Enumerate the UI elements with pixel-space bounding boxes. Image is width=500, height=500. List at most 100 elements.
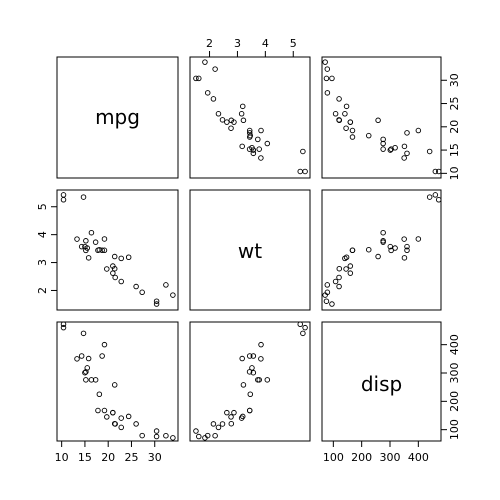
point-disp-vs-wt-10 bbox=[246, 407, 253, 414]
point-mpg-vs-wt-17 bbox=[212, 66, 218, 72]
point-disp-vs-mpg-18 bbox=[153, 433, 160, 440]
point-wt-vs-mpg-25 bbox=[139, 289, 145, 296]
point-disp-vs-mpg-22 bbox=[83, 369, 89, 375]
point-wt-vs-disp-18 bbox=[323, 298, 330, 304]
point-mpg-vs-wt-2 bbox=[215, 111, 222, 117]
point-mpg-vs-disp-2 bbox=[332, 111, 339, 117]
point-wt-vs-disp-20 bbox=[336, 274, 342, 281]
point-mpg-vs-wt-11 bbox=[264, 140, 271, 147]
point-wt-vs-disp-1 bbox=[347, 263, 354, 269]
point-disp-vs-mpg-14 bbox=[60, 321, 67, 328]
x-tick-label-disp-300: 300 bbox=[380, 451, 401, 464]
y-tick-label-mpg-20: 20 bbox=[448, 120, 461, 134]
point-mpg-vs-wt-28 bbox=[239, 143, 245, 150]
point-mpg-vs-disp-26 bbox=[336, 96, 342, 102]
point-mpg-vs-wt-27 bbox=[193, 75, 199, 82]
point-wt-vs-mpg-29 bbox=[104, 266, 110, 272]
panel-wt-vs-wt bbox=[189, 189, 311, 311]
point-disp-vs-mpg-8 bbox=[118, 415, 124, 421]
point-wt-vs-disp-29 bbox=[343, 266, 349, 272]
point-wt-vs-disp-23 bbox=[401, 236, 407, 242]
point-wt-vs-disp-15 bbox=[432, 192, 439, 198]
point-disp-vs-wt-1 bbox=[231, 409, 237, 416]
point-wt-vs-mpg-12 bbox=[92, 239, 99, 245]
point-wt-vs-disp-3 bbox=[375, 253, 381, 260]
point-disp-vs-wt-21 bbox=[249, 365, 255, 371]
y-tick-label-wt-2: 2 bbox=[36, 287, 49, 294]
point-mpg-vs-disp-5 bbox=[366, 132, 372, 139]
point-mpg-vs-disp-30 bbox=[387, 147, 394, 153]
diag-label-disp: disp bbox=[361, 372, 402, 396]
point-mpg-vs-disp-27 bbox=[329, 75, 335, 82]
point-disp-vs-mpg-2 bbox=[118, 424, 124, 431]
point-disp-vs-wt-30 bbox=[250, 369, 257, 376]
point-mpg-vs-disp-12 bbox=[380, 136, 386, 143]
point-wt-vs-mpg-7 bbox=[125, 254, 132, 261]
point-disp-vs-wt-31 bbox=[228, 420, 235, 427]
point-wt-vs-mpg-17 bbox=[163, 282, 169, 288]
x-tick-label-disp-400: 400 bbox=[408, 451, 429, 464]
x-tick-label-mpg-30: 30 bbox=[148, 451, 162, 464]
point-mpg-vs-disp-24 bbox=[415, 127, 422, 134]
point-wt-vs-disp-27 bbox=[329, 301, 335, 307]
point-disp-vs-mpg-6 bbox=[78, 353, 85, 359]
point-wt-vs-disp-26 bbox=[336, 283, 342, 290]
point-disp-vs-wt-28 bbox=[239, 355, 245, 362]
point-mpg-vs-disp-7 bbox=[343, 103, 350, 110]
point-wt-vs-mpg-27 bbox=[153, 301, 160, 307]
point-mpg-vs-disp-18 bbox=[323, 75, 330, 82]
point-disp-vs-mpg-5 bbox=[96, 391, 103, 398]
point-mpg-vs-wt-6 bbox=[250, 150, 257, 157]
point-wt-vs-disp-0 bbox=[347, 270, 354, 276]
point-mpg-vs-disp-4 bbox=[404, 130, 410, 136]
point-mpg-vs-wt-9 bbox=[246, 127, 253, 134]
point-wt-vs-mpg-9 bbox=[101, 247, 108, 254]
point-wt-vs-mpg-31 bbox=[111, 265, 118, 272]
point-mpg-vs-wt-30 bbox=[250, 147, 257, 153]
point-mpg-vs-disp-22 bbox=[388, 146, 394, 152]
point-mpg-vs-wt-23 bbox=[258, 155, 264, 161]
point-disp-vs-wt-26 bbox=[210, 421, 217, 427]
x-tick-label-mpg-10: 10 bbox=[55, 451, 69, 464]
point-wt-vs-disp-16 bbox=[426, 194, 433, 200]
point-disp-vs-wt-11 bbox=[264, 377, 271, 383]
point-disp-vs-wt-4 bbox=[246, 353, 253, 359]
point-disp-vs-wt-2 bbox=[215, 424, 222, 431]
point-wt-vs-disp-31 bbox=[336, 265, 343, 272]
y-tick-label-mpg-15: 15 bbox=[448, 143, 461, 157]
point-mpg-vs-wt-20 bbox=[219, 117, 226, 123]
panel-wt-vs-disp bbox=[321, 189, 442, 311]
point-disp-vs-wt-8 bbox=[238, 415, 245, 421]
point-disp-vs-mpg-24 bbox=[101, 341, 108, 348]
point-wt-vs-disp-17 bbox=[324, 282, 331, 288]
point-mpg-vs-wt-16 bbox=[300, 148, 306, 155]
x-tick-label-mpg-20: 20 bbox=[101, 451, 115, 464]
point-wt-vs-disp-2 bbox=[332, 278, 339, 285]
point-wt-vs-disp-8 bbox=[342, 255, 348, 262]
point-mpg-vs-disp-19 bbox=[322, 59, 328, 65]
point-mpg-vs-wt-8 bbox=[238, 111, 245, 117]
point-mpg-vs-wt-7 bbox=[239, 103, 246, 110]
point-disp-vs-mpg-3 bbox=[111, 382, 118, 388]
point-mpg-vs-wt-25 bbox=[204, 90, 211, 96]
point-mpg-vs-disp-28 bbox=[401, 143, 408, 150]
panel-mpg-vs-wt bbox=[189, 56, 311, 179]
point-mpg-vs-wt-3 bbox=[240, 117, 247, 124]
point-wt-vs-disp-30 bbox=[387, 243, 394, 250]
point-mpg-vs-disp-23 bbox=[401, 155, 407, 161]
point-disp-vs-wt-14 bbox=[297, 321, 303, 328]
x-tick-label-mpg-15: 15 bbox=[78, 451, 92, 464]
x-tick-label-wt-3: 3 bbox=[234, 37, 241, 50]
point-wt-vs-disp-24 bbox=[415, 236, 422, 242]
x-tick-label-wt-4: 4 bbox=[262, 37, 269, 50]
point-mpg-vs-wt-22 bbox=[246, 146, 253, 152]
point-wt-vs-mpg-26 bbox=[133, 283, 139, 290]
point-mpg-vs-disp-25 bbox=[324, 90, 331, 96]
point-disp-vs-wt-0 bbox=[224, 409, 230, 416]
point-wt-vs-mpg-8 bbox=[118, 255, 124, 262]
y-tick-label-disp-100: 100 bbox=[448, 419, 461, 440]
diag-label-mpg: mpg bbox=[95, 105, 140, 129]
point-disp-vs-wt-20 bbox=[219, 421, 226, 427]
point-disp-vs-wt-13 bbox=[256, 377, 262, 383]
